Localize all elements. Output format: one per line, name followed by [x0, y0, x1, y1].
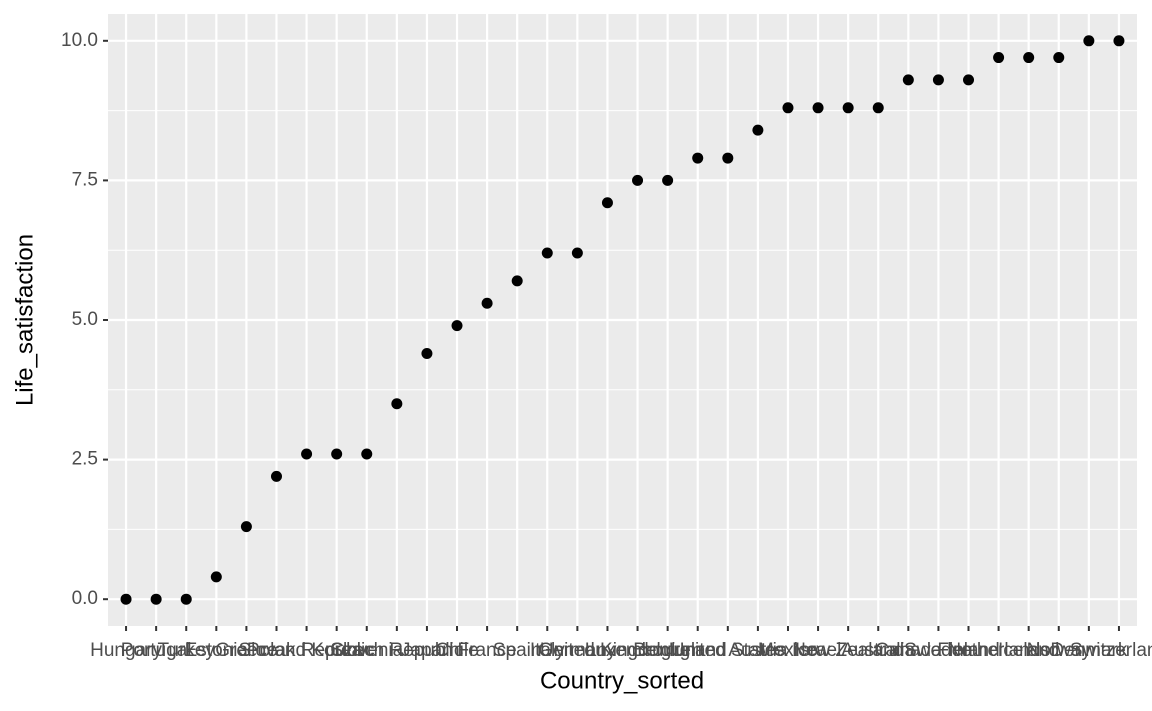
x-tick-label: Denmark — [1050, 640, 1128, 661]
y-axis-title: Life_satisfaction — [11, 234, 38, 406]
x-tick-label: Estonia — [185, 640, 249, 661]
x-tick-label: Sweden — [904, 640, 973, 661]
x-tick-label: Belgium — [633, 640, 702, 661]
x-tick-label: Finland — [937, 640, 999, 661]
point — [1053, 52, 1065, 64]
point — [240, 521, 252, 533]
x-axis-title: Country_sorted — [540, 667, 704, 694]
x-tick-label: Luxembourg — [585, 640, 691, 661]
y-tick-label: 0.0 — [72, 588, 98, 609]
x-tick-label: Slovenia — [330, 640, 403, 661]
x-tick-label: Chile — [435, 640, 478, 661]
x-tick-label: Austria — [728, 640, 788, 661]
y-tick-label: 2.5 — [72, 449, 98, 470]
x-tick-label: United States — [671, 640, 785, 661]
x-tick-label: Czech Republic — [330, 640, 463, 661]
point — [1023, 52, 1035, 64]
point — [541, 247, 553, 259]
point — [872, 102, 884, 114]
point — [180, 593, 192, 605]
point — [511, 275, 523, 287]
x-tick-label: Ireland — [669, 640, 727, 661]
point — [421, 348, 433, 360]
point — [361, 448, 373, 460]
y-tick-label: 7.5 — [72, 169, 98, 190]
x-tick-label: Slovak Republic — [238, 640, 374, 661]
point — [601, 197, 613, 209]
point — [331, 448, 343, 460]
x-tick-label: Germany — [538, 640, 617, 661]
x-tick-label: Korea — [311, 640, 362, 661]
x-tick-label: Canada — [875, 640, 942, 661]
x-tick-label: Hungary — [90, 640, 162, 661]
y-tick-label: 5.0 — [72, 309, 98, 330]
x-tick-label: Switzerland — [1070, 640, 1152, 661]
x-tick-label: Turkey — [158, 640, 216, 661]
point — [451, 320, 463, 332]
x-tick-label: Iceland — [998, 640, 1059, 661]
point — [120, 593, 132, 605]
point — [481, 297, 493, 309]
point — [150, 593, 162, 605]
point — [210, 571, 222, 583]
x-tick-label: United Kingdom — [540, 640, 675, 661]
point — [722, 152, 734, 164]
point — [391, 398, 403, 410]
point — [782, 102, 794, 114]
point — [301, 448, 313, 460]
x-tick-label: Netherlands — [947, 640, 1049, 661]
point — [632, 174, 644, 186]
x-tick-label: Portugal — [121, 640, 192, 661]
x-tick-label: New Zealand — [792, 640, 904, 661]
point — [932, 74, 944, 86]
point — [270, 470, 282, 482]
point — [752, 124, 764, 136]
point — [692, 152, 704, 164]
x-tick-label: Greece — [215, 640, 277, 661]
x-tick-label: Australia — [841, 640, 915, 661]
y-tick-label: 10.0 — [61, 30, 98, 51]
x-tick-label: France — [458, 640, 517, 661]
point — [1113, 35, 1125, 47]
x-tick-label: Italy — [530, 640, 565, 661]
point — [812, 102, 824, 114]
x-tick-label: Norway — [1027, 640, 1092, 661]
point — [1083, 35, 1095, 47]
point — [571, 247, 583, 259]
x-tick-label: Japan — [401, 640, 453, 661]
x-tick-label: Mexico — [758, 640, 818, 661]
point — [842, 102, 854, 114]
point — [993, 52, 1005, 64]
point — [963, 74, 975, 86]
x-tick-label: Israel — [795, 640, 841, 661]
point — [902, 74, 914, 86]
point — [662, 174, 674, 186]
x-tick-label: Poland — [247, 640, 306, 661]
x-tick-label: Spain — [493, 640, 542, 661]
